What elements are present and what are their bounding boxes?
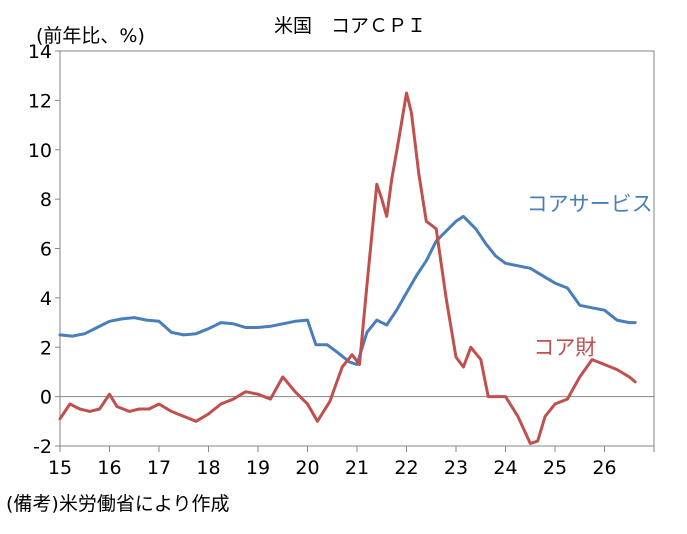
x-tick-label: 23 xyxy=(444,457,468,479)
y-tick-label: 14 xyxy=(28,41,52,63)
x-tick-label: 21 xyxy=(345,457,369,479)
x-tick-label: 16 xyxy=(97,457,121,479)
series-layer xyxy=(58,91,637,445)
y-axis-ticks: -2 0 2 4 6 8 10 12 14 xyxy=(28,41,60,458)
series-annotation: コアサービス xyxy=(527,192,653,216)
x-tick-label: 26 xyxy=(592,457,616,479)
x-tick-label: 15 xyxy=(48,457,72,479)
y-tick-label: 8 xyxy=(40,189,52,211)
x-tick-label: 20 xyxy=(295,457,319,479)
source-note: (備考)米労働省により作成 xyxy=(6,493,229,515)
y-tick-label: 4 xyxy=(40,288,52,310)
x-axis-ticks: 15 16 17 18 19 20 21 22 23 24 25 26 xyxy=(48,446,655,479)
x-tick-label: 25 xyxy=(543,457,567,479)
chart-title: 米国 コアＣＰＩ xyxy=(274,15,426,37)
y-tick-label: -2 xyxy=(33,436,52,458)
y-tick-label: 12 xyxy=(28,90,52,112)
y-tick-label: 2 xyxy=(40,337,52,359)
x-tick-label: 18 xyxy=(196,457,220,479)
series-annotation: コア財 xyxy=(533,335,596,359)
y-tick-label: 6 xyxy=(40,239,52,261)
plot-area xyxy=(59,50,655,447)
y-tick-label: 0 xyxy=(40,387,52,409)
y-tick-label: 10 xyxy=(28,140,52,162)
y-axis-label: (前年比、%) xyxy=(36,25,145,47)
x-tick-label: 22 xyxy=(394,457,418,479)
x-tick-label: 19 xyxy=(246,457,270,479)
x-tick-label: 17 xyxy=(147,457,171,479)
x-tick-label: 24 xyxy=(493,457,517,479)
series-line-core-goods xyxy=(58,91,637,445)
